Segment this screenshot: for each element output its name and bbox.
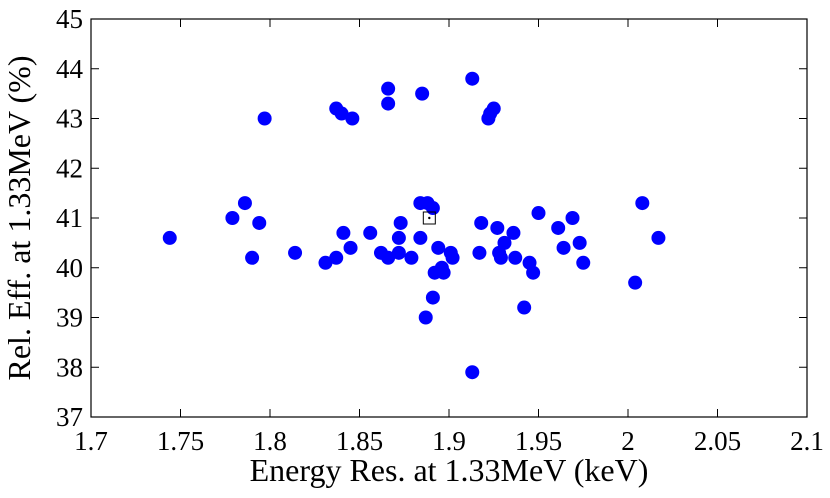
point: [343, 240, 358, 255]
point: [381, 81, 396, 96]
y-axis-label: Rel. Eff. at 1.33MeV (%): [1, 56, 37, 381]
point: [551, 220, 566, 235]
point: [334, 106, 349, 121]
y-tick-label: 38: [56, 352, 83, 382]
marker-dot: [428, 216, 431, 220]
point: [508, 250, 523, 265]
point: [363, 225, 378, 240]
point: [425, 290, 440, 305]
y-tick-label: 45: [56, 4, 83, 34]
plot-frame: [90, 18, 808, 418]
point: [445, 250, 460, 265]
marker: [422, 211, 436, 225]
point: [413, 230, 428, 245]
y-tick-label: 39: [56, 303, 83, 333]
point: [490, 220, 505, 235]
point: [465, 71, 480, 86]
point: [318, 255, 333, 270]
x-tick-label: 1.8: [253, 426, 287, 456]
point: [245, 250, 260, 265]
x-tick-label: 1.7: [74, 426, 108, 456]
point: [404, 250, 419, 265]
x-tick-label: 2.1: [790, 426, 824, 456]
point: [572, 235, 587, 250]
y-tick-label: 41: [56, 203, 83, 233]
point: [486, 101, 501, 116]
point: [391, 230, 406, 245]
point: [329, 250, 344, 265]
y-tick-label: 40: [56, 253, 83, 283]
y-tick-label: 44: [56, 54, 84, 84]
point: [345, 111, 360, 126]
point: [472, 245, 487, 260]
point: [531, 206, 546, 221]
point: [651, 230, 666, 245]
point: [497, 235, 512, 250]
point: [436, 265, 451, 280]
point: [576, 255, 591, 270]
x-tick-label: 1.9: [432, 426, 466, 456]
point: [381, 250, 396, 265]
x-tick-label: 1.75: [157, 426, 204, 456]
point: [336, 225, 351, 240]
y-tick-label: 42: [56, 153, 83, 183]
point: [415, 86, 430, 101]
point: [288, 245, 303, 260]
point: [556, 240, 571, 255]
point: [635, 196, 650, 211]
x-tick-label: 2: [621, 426, 635, 456]
point: [628, 275, 643, 290]
point: [517, 300, 532, 315]
point: [381, 96, 396, 111]
x-tick-label: 2.05: [694, 426, 741, 456]
point: [162, 230, 177, 245]
x-tick-label: 1.85: [336, 426, 383, 456]
point: [252, 215, 267, 230]
point: [565, 211, 580, 225]
point: [225, 211, 240, 225]
point: [526, 265, 541, 280]
point: [465, 365, 480, 380]
point: [493, 250, 508, 265]
point: [393, 215, 408, 230]
point: [237, 196, 252, 211]
y-tick-label: 37: [56, 402, 83, 432]
x-axis-label: Energy Res. at 1.33MeV (keV): [250, 452, 649, 488]
point: [257, 111, 272, 126]
point: [425, 201, 440, 216]
point: [418, 310, 433, 325]
x-tick-label: 1.95: [515, 426, 562, 456]
point: [391, 245, 406, 260]
y-tick-label: 43: [56, 104, 83, 134]
point: [431, 240, 446, 255]
point: [506, 225, 521, 240]
point: [474, 215, 489, 230]
